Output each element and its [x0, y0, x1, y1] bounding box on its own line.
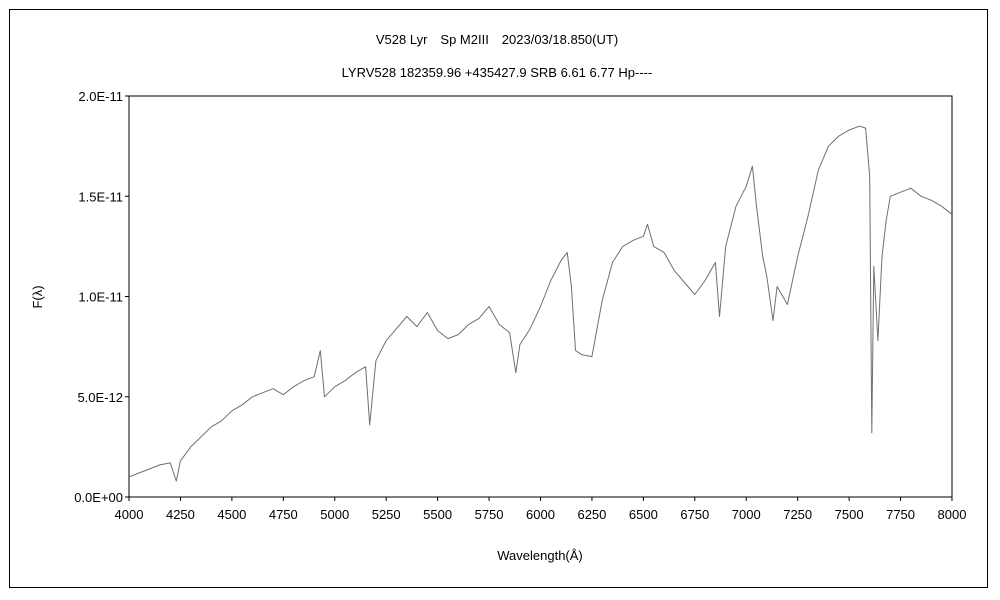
x-tick-label: 6000: [526, 507, 555, 522]
x-tick-label: 6750: [680, 507, 709, 522]
x-tick-label: 6500: [629, 507, 658, 522]
chart-frame: [9, 9, 988, 588]
x-tick-label: 4000: [115, 507, 144, 522]
spectrum-series-line: [128, 125, 953, 482]
y-axis-ticks: 0.0E+00 5.0E-12 1.0E-11 1.5E-11 2.0E-11: [74, 89, 129, 505]
x-tick-label: 4750: [269, 507, 298, 522]
y-tick-label: 5.0E-12: [77, 390, 123, 405]
x-tick-label: 5500: [423, 507, 452, 522]
chart-title: V528 Lyr Sp M2III 2023/03/18.850(UT): [376, 32, 618, 47]
x-axis-label: Wavelength(Å): [497, 548, 583, 563]
x-tick-label: 4500: [217, 507, 246, 522]
plot-area: [128, 95, 953, 498]
y-axis-label: F(λ): [30, 285, 45, 308]
x-tick-label: 5000: [320, 507, 349, 522]
x-tick-label: 7500: [835, 507, 864, 522]
x-tick-label: 6250: [577, 507, 606, 522]
x-axis-ticks: 4000 4250 4500 4750 5000 5250 5500 5750 6000 6250…: [115, 497, 967, 522]
x-tick-label: 7000: [732, 507, 761, 522]
x-tick-label: 7250: [783, 507, 812, 522]
x-tick-label: 5750: [475, 507, 504, 522]
y-tick-label: 0.0E+00: [74, 490, 123, 505]
x-tick-label: 5250: [372, 507, 401, 522]
chart-subtitle: LYRV528 182359.96 +435427.9 SRB 6.61 6.7…: [342, 65, 653, 80]
x-tick-label: 7750: [886, 507, 915, 522]
y-tick-label: 1.0E-11: [78, 290, 123, 305]
y-tick-label: 2.0E-11: [78, 89, 123, 104]
y-tick-label: 1.5E-11: [78, 189, 123, 204]
x-tick-label: 8000: [938, 507, 967, 522]
x-tick-label: 4250: [166, 507, 195, 522]
